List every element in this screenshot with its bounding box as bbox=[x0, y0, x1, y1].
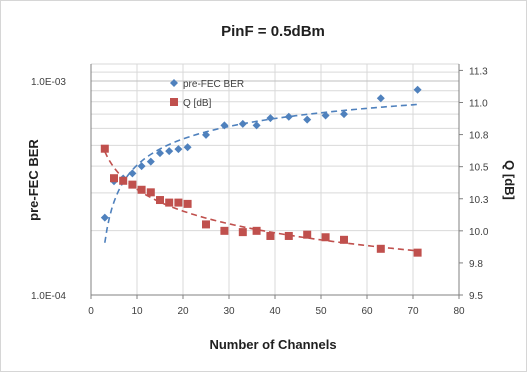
q-point bbox=[146, 188, 155, 197]
x-tick-label: 80 bbox=[453, 306, 465, 317]
q-point bbox=[413, 248, 422, 257]
data-marks bbox=[100, 85, 422, 257]
ber-point bbox=[303, 115, 312, 124]
q-point bbox=[119, 176, 128, 185]
q-point bbox=[303, 230, 312, 239]
q-point bbox=[321, 233, 330, 242]
ber-point bbox=[146, 157, 155, 166]
ber-point bbox=[202, 130, 210, 139]
ber-point bbox=[376, 94, 385, 103]
y-right-tick-label: 10.0 bbox=[469, 227, 489, 238]
y-left-tick-label: 1.0E-04 bbox=[31, 291, 66, 302]
q-point bbox=[202, 220, 210, 229]
q-point bbox=[174, 198, 183, 207]
q-point bbox=[110, 174, 118, 183]
ber-point bbox=[220, 121, 229, 130]
q-point bbox=[183, 199, 192, 208]
legend: pre-FEC BER Q [dB] bbox=[170, 79, 244, 109]
x-tick-label: 70 bbox=[407, 306, 419, 317]
q-point bbox=[284, 231, 293, 240]
ber-point bbox=[174, 145, 183, 154]
y-right-axis-title: Q [dB] bbox=[502, 160, 517, 200]
y-left-tick-labels: 1.0E-04 1.0E-03 bbox=[31, 77, 66, 302]
q-point bbox=[156, 196, 164, 205]
q-point bbox=[238, 228, 247, 237]
x-tick-labels: 0 10 20 30 40 50 60 70 80 bbox=[88, 295, 465, 317]
ber-point bbox=[252, 121, 261, 130]
legend-marker-ber bbox=[170, 79, 178, 87]
x-tick-label: 40 bbox=[269, 306, 281, 317]
q-point bbox=[376, 244, 385, 253]
legend-label-ber: pre-FEC BER bbox=[183, 79, 244, 90]
q-point bbox=[220, 226, 229, 235]
q-point bbox=[137, 185, 146, 194]
y-right-tick-label: 9.5 bbox=[469, 291, 483, 302]
ber-point bbox=[128, 169, 137, 178]
ber-point bbox=[165, 147, 174, 156]
y-right-tick-label: 10.3 bbox=[469, 195, 489, 206]
ber-point bbox=[156, 149, 164, 158]
ber-point bbox=[340, 110, 348, 119]
legend-marker-q bbox=[170, 98, 178, 106]
ber-point bbox=[266, 114, 275, 123]
q-point bbox=[128, 180, 137, 189]
chart-title: PinF = 0.5dBm bbox=[221, 23, 325, 40]
y-left-axis-title: pre-FEC BER bbox=[26, 139, 41, 221]
x-tick-label: 50 bbox=[315, 306, 327, 317]
ber-point bbox=[284, 112, 293, 121]
ber-point bbox=[183, 143, 192, 152]
y-right-tick-label: 9.8 bbox=[469, 259, 483, 270]
x-tick-label: 60 bbox=[361, 306, 373, 317]
ber-point bbox=[137, 162, 146, 171]
y-right-tick-label: 11.3 bbox=[469, 66, 488, 77]
y-left-tick-label: 1.0E-03 bbox=[31, 77, 66, 88]
x-axis-title: Number of Channels bbox=[209, 337, 336, 352]
ber-point bbox=[100, 213, 109, 222]
x-tick-label: 30 bbox=[223, 306, 235, 317]
trendline-ber bbox=[104, 103, 418, 243]
y-right-tick-labels: 9.5 9.8 10.0 10.3 10.5 10.8 11.0 11.3 bbox=[459, 66, 489, 302]
x-tick-label: 10 bbox=[131, 306, 143, 317]
q-point bbox=[340, 235, 348, 244]
q-point bbox=[100, 144, 109, 153]
ber-point bbox=[238, 119, 247, 128]
y-right-tick-label: 11.0 bbox=[469, 99, 488, 110]
y-right-tick-label: 10.8 bbox=[469, 131, 489, 142]
y-right-tick-label: 10.5 bbox=[469, 163, 489, 174]
q-point bbox=[165, 198, 174, 207]
q-point bbox=[266, 231, 275, 240]
ber-point bbox=[413, 85, 422, 94]
q-point bbox=[252, 226, 261, 235]
legend-label-q: Q [dB] bbox=[183, 98, 212, 109]
x-tick-label: 0 bbox=[88, 306, 94, 317]
ber-point bbox=[321, 111, 330, 120]
x-tick-label: 20 bbox=[177, 306, 189, 317]
